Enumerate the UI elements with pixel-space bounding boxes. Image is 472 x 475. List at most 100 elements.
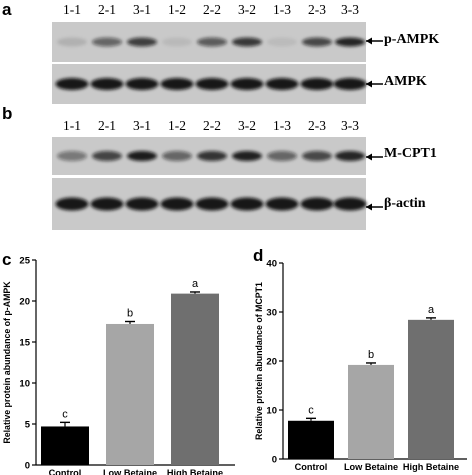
blot-band	[232, 151, 262, 161]
blot-label-beta-actin: β-actin	[384, 196, 426, 211]
lane-label: 2-2	[203, 2, 221, 17]
y-tick-label: 20	[266, 357, 277, 368]
blot-band	[267, 151, 297, 161]
blot-band	[125, 197, 159, 211]
x-tick-label: Control	[295, 462, 328, 472]
panel-label-c: c	[2, 250, 12, 269]
blot-band	[127, 151, 157, 161]
blot-band	[92, 151, 122, 161]
error-bar	[60, 421, 70, 427]
blot-band	[162, 37, 192, 47]
y-tick-label: 0	[272, 455, 277, 466]
blot-p-ampk	[52, 22, 366, 62]
blot-band	[127, 37, 157, 47]
blot-band	[230, 197, 264, 211]
blot-band	[90, 197, 124, 211]
blot-band	[125, 78, 159, 90]
blot-band	[160, 78, 194, 90]
lane-label: 3-2	[238, 118, 256, 133]
lane-label: 1-2	[168, 2, 186, 17]
lane-label: 1-3	[273, 2, 291, 17]
x-tick-label: High Betaine	[403, 462, 459, 472]
error-bar	[125, 320, 135, 324]
lane-label: 2-2	[203, 118, 221, 133]
lane-label: 2-1	[98, 2, 116, 17]
blot-band	[300, 197, 334, 211]
bar-low-betaine	[348, 364, 394, 459]
bar-charts: 0 5 10 15 20 25 Relative protein abundance of …	[2, 256, 467, 475]
lane-label: 2-1	[98, 118, 116, 133]
blot-band	[230, 78, 264, 90]
blot-band	[302, 37, 332, 47]
x-tick-label: Low Betaine	[344, 462, 398, 472]
blot-band	[302, 151, 332, 161]
y-tick-label: 5	[25, 420, 31, 431]
lane-label: 1-1	[63, 2, 81, 17]
blot-band	[57, 151, 87, 161]
chart-d: 0 10 20 30 40 Relative protein abundance of M…	[254, 259, 467, 472]
significance-letter: b	[127, 308, 133, 320]
blot-band	[195, 78, 229, 90]
blot-band	[333, 78, 367, 90]
y-axis-label: Relative protein abundance of MCPT1	[254, 282, 264, 440]
blot-band	[57, 37, 87, 47]
y-tick-label: 15	[19, 338, 30, 349]
significance-letter: c	[308, 404, 314, 416]
marker-arrow	[366, 203, 383, 211]
bar-high-betaine	[408, 319, 454, 459]
panel-label-d: d	[253, 246, 264, 265]
error-bar	[366, 362, 376, 365]
significance-letter: b	[368, 349, 374, 361]
error-bar	[190, 291, 200, 294]
blot-band	[333, 197, 367, 211]
blot-band	[160, 197, 194, 211]
blot-band	[335, 37, 365, 47]
blot-band	[162, 151, 192, 161]
x-tick-label: Low Betaine	[103, 468, 157, 475]
blot-band	[197, 37, 227, 47]
blot-band	[197, 151, 227, 161]
significance-letter: a	[428, 304, 435, 316]
x-tick-label: Control	[49, 468, 82, 475]
error-bar	[426, 317, 436, 320]
lane-label: 2-3	[308, 2, 326, 17]
lane-label: 3-1	[133, 2, 151, 17]
bar-control	[41, 426, 89, 465]
blot-label-m-cpt1: M-CPT1	[384, 146, 437, 161]
y-tick-label: 40	[266, 259, 277, 270]
bar-low-betaine	[106, 323, 154, 465]
x-tick-label: High Betaine	[167, 468, 223, 475]
significance-letter: c	[62, 408, 68, 420]
marker-arrow	[366, 37, 383, 45]
marker-arrow	[366, 80, 383, 88]
lane-label: 3-1	[133, 118, 151, 133]
y-tick-label: 25	[19, 256, 30, 267]
blot-beta-actin	[52, 178, 367, 230]
y-axis-label: Relative protein abundance of p-AMPK	[2, 281, 12, 444]
lane-label: 3-3	[341, 118, 359, 133]
western-blots	[52, 22, 383, 230]
blot-band	[232, 37, 262, 47]
error-bar	[306, 417, 316, 421]
lane-label: 1-1	[63, 118, 81, 133]
blot-band	[300, 78, 334, 90]
lane-label: 2-3	[308, 118, 326, 133]
y-tick-label: 20	[19, 297, 30, 308]
marker-arrow	[366, 153, 383, 161]
lane-label: 1-2	[168, 118, 186, 133]
bar-high-betaine	[171, 293, 219, 465]
significance-letter: a	[192, 278, 199, 290]
lane-label: 3-2	[238, 2, 256, 17]
blot-ampk	[52, 64, 367, 104]
lane-label: 3-3	[341, 2, 359, 17]
blot-band	[92, 37, 122, 47]
bar-control	[288, 420, 334, 459]
blot-band	[335, 151, 365, 161]
panel-label-a: a	[2, 0, 12, 19]
y-tick-label: 30	[266, 308, 277, 319]
panel-label-b: b	[2, 104, 13, 123]
blot-band	[55, 78, 89, 90]
lane-label: 1-3	[273, 118, 291, 133]
y-tick-label: 10	[266, 406, 277, 417]
